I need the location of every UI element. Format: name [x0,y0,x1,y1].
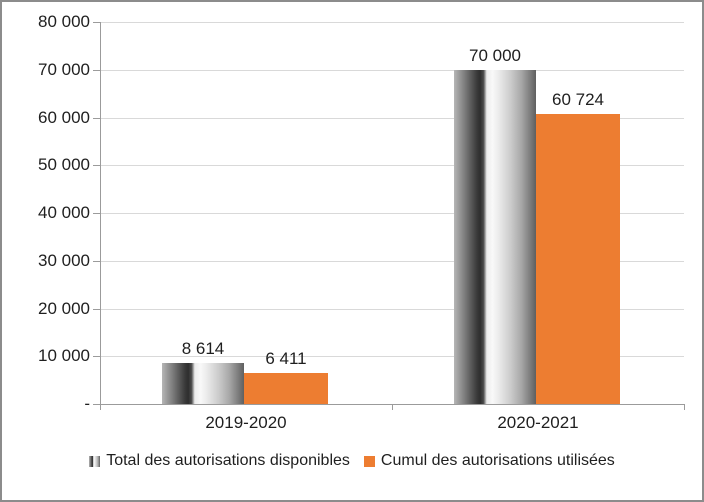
y-axis-tick-label: 40 000 [38,203,90,222]
y-axis-tick-label: 10 000 [38,346,90,366]
gridline [100,117,684,119]
gridline [100,165,684,167]
y-axis-tick-label: 20 000 [38,298,90,318]
legend-label-total: Total des autorisations disponibles [106,452,350,469]
gridline [100,260,684,262]
y-axis-tick-label: 30 000 [38,250,90,270]
y-axis-tick [93,260,100,262]
y-axis-tick-label: 60 000 [38,107,90,127]
legend-item-cumul: Cumul des autorisations utilisées [363,452,615,470]
y-axis-tick [93,69,100,71]
y-axis-tick [93,117,100,119]
bar-cumul-2019-2020 [244,373,328,404]
y-axis-line [100,22,101,404]
orange-series-marker-icon [363,455,375,467]
gridline [100,69,684,71]
gridline [100,22,684,23]
category-label-2020-2021: 2020-2021 [497,413,579,432]
y-axis-tick [93,22,100,23]
y-axis-tick [93,356,100,358]
gridline [100,356,684,358]
legend: Total des autorisations disponibles Cumu… [0,452,704,470]
data-label-total-2020-2021: 70 000 [469,45,521,65]
data-label-cumul-2019-2020: 6 411 [265,349,307,369]
gridline [100,213,684,214]
gridline [100,308,684,310]
x-axis-tick [684,405,685,410]
x-axis-tick [392,405,393,410]
y-axis-tick [93,404,100,405]
data-label-cumul-2020-2021: 60 724 [552,90,604,110]
y-axis-tick [93,165,100,167]
bar-total-2019-2020 [162,362,244,404]
bar-total-2020-2021 [454,69,536,404]
legend-label-cumul: Cumul des autorisations utilisées [380,452,615,469]
data-label-total-2019-2020: 8 614 [181,338,225,358]
gray-series-marker-icon [89,455,101,467]
legend-item-total: Total des autorisations disponibles [89,452,350,470]
y-axis-tick-label: 70 000 [38,59,90,79]
y-axis-tick-label: - [84,394,90,413]
bar-cumul-2020-2021 [536,114,620,404]
category-label-2019-2020: 2019-2020 [205,413,287,432]
y-axis-tick-label: 80 000 [38,12,90,31]
y-axis-tick [93,308,100,310]
y-axis-tick-label: 50 000 [38,155,90,175]
y-axis-tick [93,213,100,214]
x-axis-tick [100,405,101,410]
x-axis-line [100,404,685,405]
